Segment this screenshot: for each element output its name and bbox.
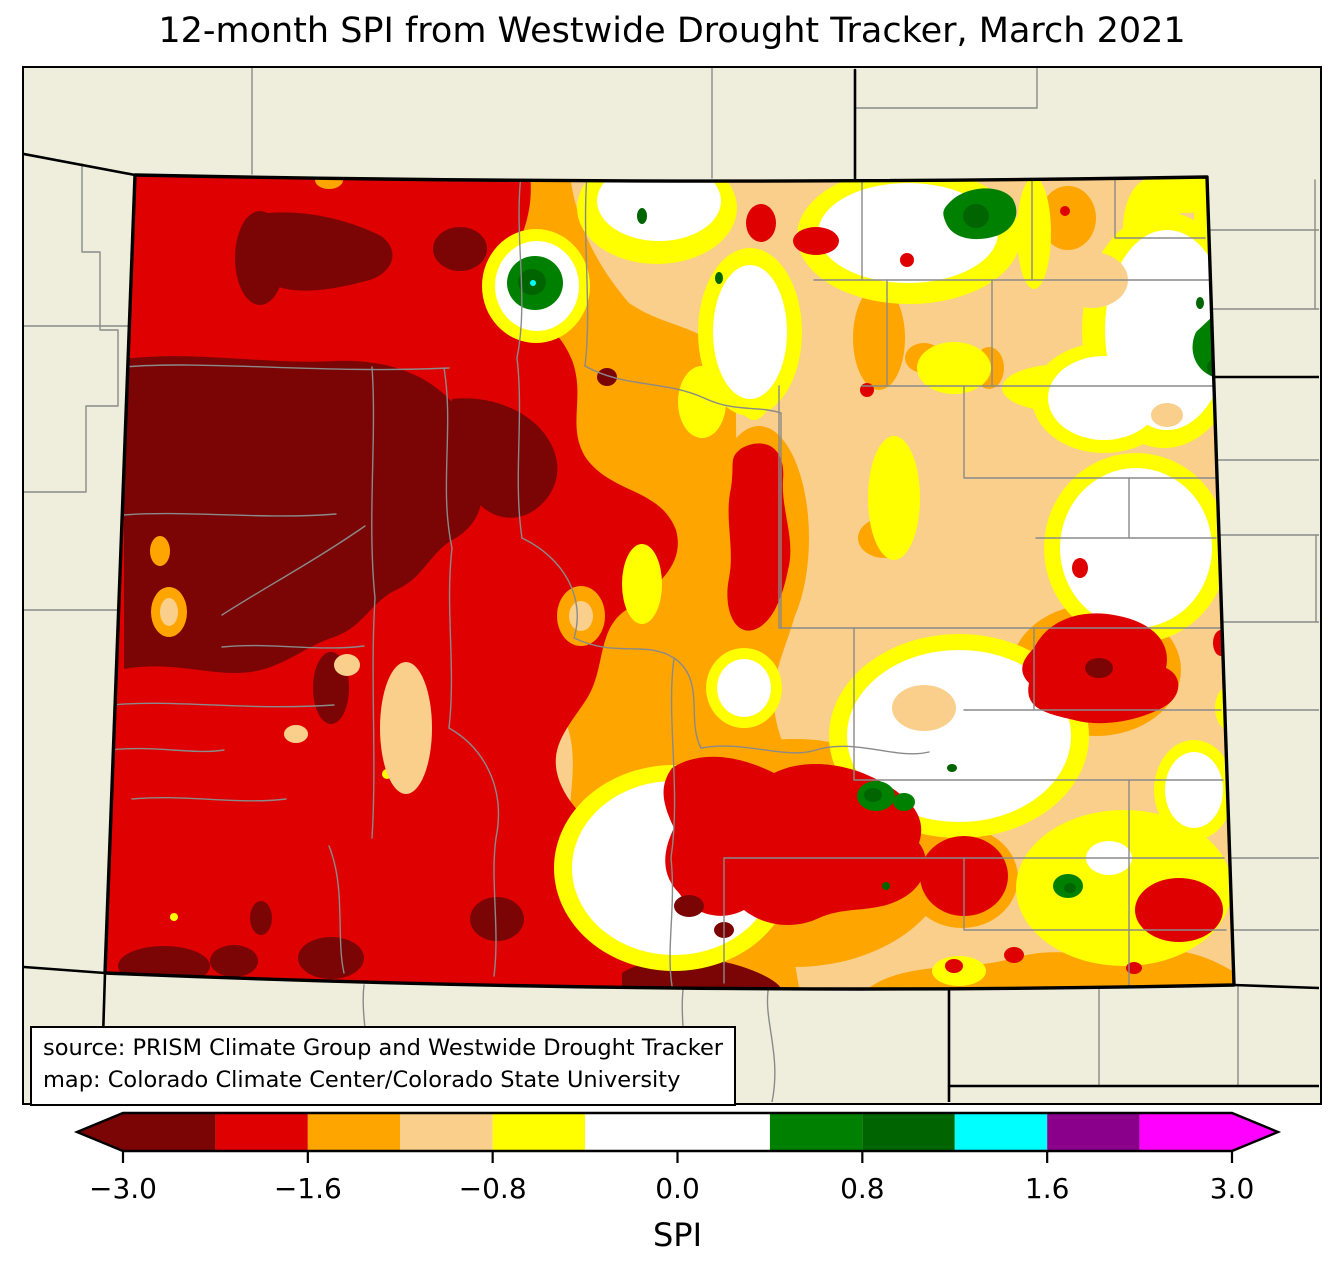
colorbar-arrow-right [1232,1113,1278,1151]
colorbar-segment-purple [1047,1113,1140,1151]
colorbar-segment-yellow [492,1113,586,1151]
colorbar-arrow-left [77,1113,123,1151]
colorbar-canvas: −3.0 −1.6 −0.8 0.0 0.8 1.6 3.0 SPI [73,1111,1282,1254]
colorbar-segment-dark-red [123,1113,216,1151]
colorbar-segment-cyan [954,1113,1048,1151]
map-frame [22,66,1322,1105]
page-title: 12-month SPI from Westwide Drought Track… [158,11,1186,51]
colorbar-tick-label: −0.8 [459,1172,527,1205]
colorbar-axis-label: SPI [653,1216,702,1254]
colorbar-segment-red [215,1113,308,1151]
colorbar-tick-label: 0.0 [655,1172,700,1205]
colorado-state-border [103,173,1236,991]
colorbar-tick-label: −1.6 [274,1172,342,1205]
colorbar-tick-label: 0.8 [840,1172,885,1205]
colorbar-segment-green [769,1113,863,1151]
colorbar-tick-label: 1.6 [1025,1172,1070,1205]
colorbar-segment-white [585,1113,770,1151]
colorbar-tick-label: 3.0 [1210,1172,1255,1205]
source-line: source: PRISM Climate Group and Westwide… [43,1035,724,1061]
colorbar-tick-label: −3.0 [89,1172,157,1205]
map-canvas [24,68,1319,1102]
colorbar-segment-tan [400,1113,493,1151]
colorado-county-lines [109,175,1227,987]
colorbar: −3.0 −1.6 −0.8 0.0 0.8 1.6 3.0 SPI [0,1106,1344,1262]
source-annotation-box: source: PRISM Climate Group and Westwide… [30,1026,737,1106]
cyan-wet-core [530,280,536,286]
colorbar-segment-magenta [1139,1113,1232,1151]
colorbar-segment-dark-green [862,1113,955,1151]
colorbar-segment-orange [307,1113,401,1151]
map-credit-line: map: Colorado Climate Center/Colorado St… [43,1066,681,1093]
